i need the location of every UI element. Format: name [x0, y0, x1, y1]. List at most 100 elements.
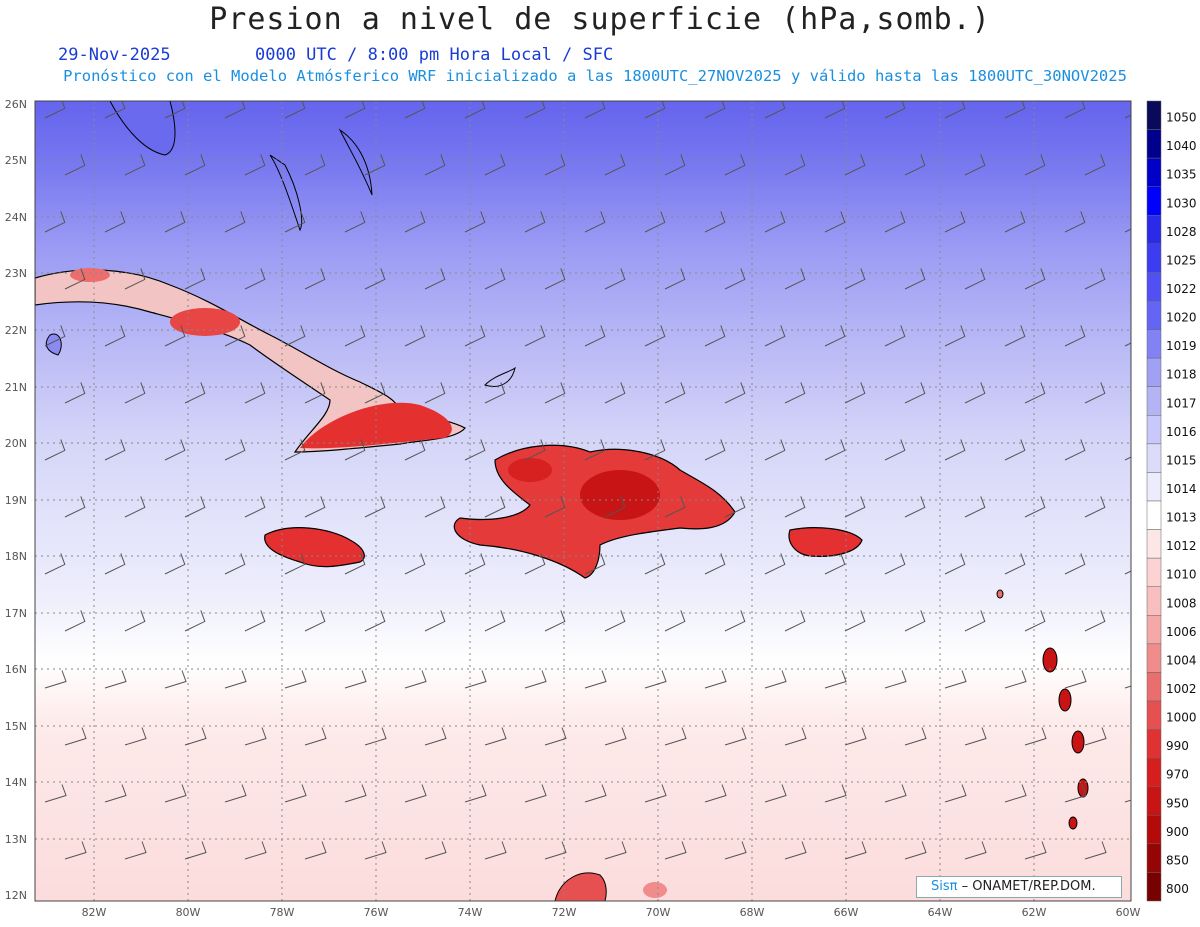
wind-barb	[184, 727, 207, 746]
wind-barb	[524, 439, 546, 461]
lat-label: 18N	[5, 550, 27, 563]
wind-barb	[424, 496, 446, 518]
wind-barb	[704, 553, 726, 575]
lat-label: 16N	[5, 663, 27, 676]
wind-barb	[524, 670, 547, 689]
wind-barb	[944, 670, 967, 689]
wind-barb	[1004, 325, 1026, 347]
colorbar-swatch	[1146, 586, 1162, 616]
colorbar-label: 1010	[1166, 568, 1197, 582]
lon-label: 66W	[834, 906, 859, 919]
colorbar-label: 800	[1166, 882, 1189, 896]
wind-barb	[764, 670, 787, 689]
colorbar-swatch	[1146, 300, 1162, 330]
colorbar-label: 1028	[1166, 225, 1197, 239]
wind-barb	[844, 841, 867, 860]
wind-barb	[184, 496, 206, 518]
wind-barb	[964, 154, 986, 176]
colorbar-label: 1008	[1166, 596, 1197, 610]
wind-barb	[184, 154, 206, 176]
wind-barb	[104, 553, 126, 575]
wind-barb	[484, 154, 506, 176]
wind-barb	[724, 268, 746, 290]
wind-barb	[304, 382, 326, 404]
wind-barb	[104, 325, 126, 347]
wind-barb	[224, 553, 246, 575]
wind-barb	[64, 268, 86, 290]
wind-barb	[404, 325, 426, 347]
wind-barb	[524, 325, 546, 347]
lon-label: 62W	[1022, 906, 1047, 919]
wind-barb	[64, 154, 86, 176]
colorbar-swatch	[1146, 272, 1162, 302]
wind-barb	[1064, 553, 1086, 575]
wind-barb	[1064, 439, 1086, 461]
colorbar-label: 1030	[1166, 196, 1197, 210]
colorbar-label: 1018	[1166, 368, 1197, 382]
wind-barb	[784, 496, 806, 518]
wind-barb	[664, 268, 686, 290]
wind-barb	[1084, 841, 1107, 860]
wind-barb	[164, 439, 186, 461]
wind-barb	[424, 727, 447, 746]
wind-barb	[1064, 784, 1087, 803]
wind-barb	[424, 841, 447, 860]
wind-barb	[524, 211, 546, 233]
wind-barb	[704, 784, 727, 803]
wind-barb	[244, 496, 266, 518]
wind-barb	[724, 841, 747, 860]
wind-barb	[1024, 610, 1046, 632]
graticule	[35, 101, 1131, 901]
wind-barb	[484, 610, 506, 632]
wind-barb	[824, 670, 847, 689]
wind-barb	[584, 670, 607, 689]
lon-label: 68W	[740, 906, 765, 919]
wind-barb	[104, 784, 127, 803]
wind-barb	[904, 382, 926, 404]
forecast-date: 29-Nov-2025	[58, 45, 171, 65]
wind-barb	[1084, 496, 1106, 518]
wind-barb	[844, 610, 866, 632]
wind-barb	[784, 382, 806, 404]
wind-barb	[224, 670, 247, 689]
wind-barb	[244, 727, 267, 746]
colorbar-label: 1022	[1166, 282, 1197, 296]
wind-barb	[284, 439, 306, 461]
colorbar-label: 1025	[1166, 253, 1197, 267]
wind-barb	[524, 784, 547, 803]
colorbar-swatch	[1146, 557, 1162, 587]
wind-barb	[344, 211, 366, 233]
wind-barb	[584, 211, 606, 233]
wind-barb	[1024, 727, 1047, 746]
wind-barb	[944, 325, 966, 347]
wind-barb	[184, 382, 206, 404]
wind-barb	[364, 496, 386, 518]
wind-barb	[824, 439, 846, 461]
wind-barb	[284, 670, 307, 689]
wind-barb	[344, 553, 366, 575]
lat-label: 23N	[5, 267, 27, 280]
colorbar-swatch	[1146, 243, 1162, 273]
colorbar-label: 1020	[1166, 311, 1197, 325]
lon-label: 70W	[646, 906, 671, 919]
wind-barb	[884, 553, 906, 575]
colorbar-label: 1050	[1166, 111, 1197, 125]
wind-barb	[164, 784, 187, 803]
wind-barb	[644, 211, 666, 233]
colorbar-swatch	[1146, 357, 1162, 387]
wind-barb	[124, 610, 146, 632]
colorbar-swatch	[1146, 329, 1162, 359]
wind-barb	[44, 553, 66, 575]
lon-label: 60W	[1116, 906, 1141, 919]
wind-barb	[404, 211, 426, 233]
wind-barb	[1004, 784, 1027, 803]
colorbar-swatch	[1146, 615, 1162, 645]
wind-barb	[484, 268, 506, 290]
wind-barb	[304, 841, 327, 860]
wind-barb	[644, 670, 667, 689]
wind-barb	[244, 154, 266, 176]
wind-barb	[284, 325, 306, 347]
wind-barb	[664, 496, 686, 518]
jamaica	[264, 527, 365, 568]
wind-barb	[304, 610, 326, 632]
